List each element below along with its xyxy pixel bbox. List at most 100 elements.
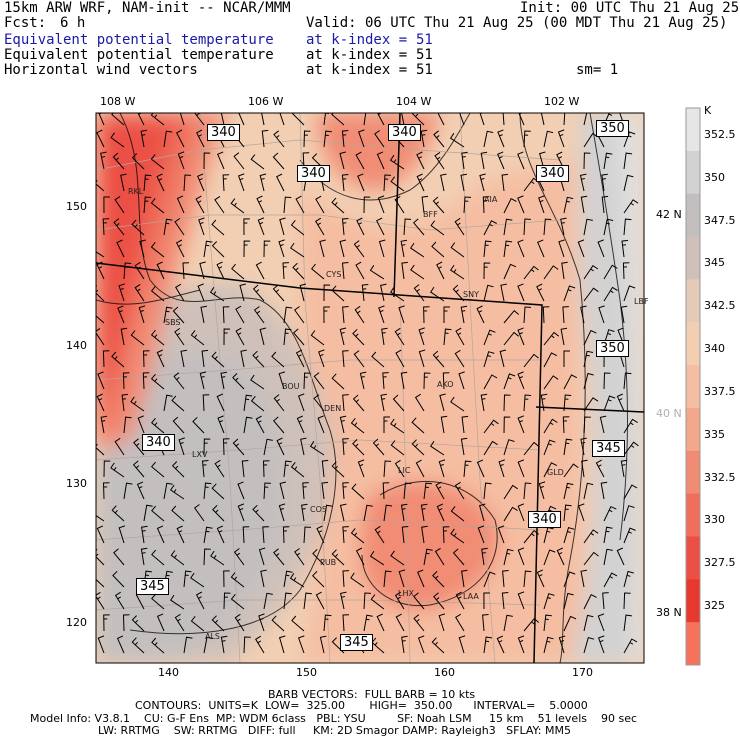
colorbar-swatch: [686, 579, 700, 623]
wind-barb: [603, 526, 613, 544]
grid-y-label: 150: [66, 200, 87, 213]
wind-barb: [203, 548, 211, 566]
wind-barb: [183, 636, 193, 654]
colorbar-frame: [685, 107, 701, 666]
wind-barb: [342, 526, 349, 544]
wind-barb: [217, 151, 225, 170]
wind-barb: [583, 614, 594, 632]
station-den: DEN: [324, 404, 342, 413]
wind-barb: [395, 349, 405, 368]
wind-barb: [183, 174, 192, 192]
wind-barb: [413, 614, 425, 632]
contour-label: 345: [592, 440, 625, 457]
wind-barb: [431, 241, 445, 258]
wind-barb: [196, 129, 205, 148]
wind-barb: [353, 350, 365, 368]
colorbar-swatch: [686, 279, 700, 323]
wind-barb: [563, 482, 574, 500]
wind-barb: [523, 570, 532, 588]
wind-barb: [216, 261, 225, 280]
wind-barb: [255, 261, 265, 280]
wind-barb: [383, 570, 392, 588]
wind-barb: [120, 173, 127, 192]
wind-barb: [603, 572, 618, 588]
colorbar-tick-label: 350: [704, 170, 725, 184]
wind-barb: [563, 526, 575, 544]
wind-barb: [303, 526, 312, 544]
wind-barb: [411, 439, 425, 456]
wind-barb: [198, 217, 205, 236]
wind-barb: [163, 394, 173, 412]
wind-barb: [278, 503, 286, 522]
wind-barb: [142, 372, 150, 390]
wind-barb: [231, 263, 245, 280]
wind-barb: [271, 351, 285, 368]
wind-barb: [394, 591, 405, 610]
wind-barb: [442, 372, 450, 390]
wind-barb: [237, 481, 245, 500]
station-aia: AIA: [484, 195, 498, 204]
wind-barb: [138, 305, 146, 324]
station-lbf: LBF: [634, 297, 649, 306]
wind-barb: [561, 261, 568, 280]
wind-barb: [599, 415, 607, 434]
wind-barb: [538, 481, 546, 500]
wind-barb: [483, 329, 496, 346]
wind-barb: [400, 503, 408, 522]
wind-barb: [131, 219, 145, 236]
wind-barb: [623, 638, 638, 654]
wind-barb: [290, 242, 305, 258]
wind-barb: [436, 503, 445, 522]
wind-barb: [235, 305, 245, 324]
wind-barbs: [96, 113, 639, 654]
wind-barb: [503, 240, 513, 258]
wind-barb: [151, 637, 165, 654]
wind-barb: [303, 592, 312, 610]
wind-barb: [97, 371, 105, 390]
wind-barb: [175, 283, 185, 302]
wind-barb: [603, 329, 615, 346]
wind-barb: [203, 438, 211, 456]
wind-barb: [421, 525, 428, 544]
wind-barb: [271, 615, 285, 632]
wind-barb: [250, 374, 265, 390]
wind-barb: [483, 130, 494, 148]
wind-barb: [503, 218, 513, 236]
wind-barb: [543, 418, 558, 434]
wind-barb: [150, 154, 165, 170]
wind-barb: [136, 481, 145, 500]
wind-barb: [203, 152, 211, 170]
wind-barb: [414, 393, 425, 412]
wind-barb: [543, 593, 555, 610]
station-rkl: RKL: [128, 187, 144, 196]
wind-barb: [239, 283, 246, 302]
wind-barb: [200, 305, 207, 324]
wind-barb: [503, 263, 517, 280]
contour-label: 340: [388, 124, 421, 141]
wind-barb: [543, 375, 559, 390]
wind-barb: [416, 151, 425, 170]
wind-barb: [297, 635, 305, 654]
wind-barb: [500, 283, 507, 302]
colorbar-tick-label: 332.5: [704, 470, 736, 484]
wind-barb: [563, 615, 577, 632]
wind-barb: [96, 393, 105, 412]
wind-barb: [483, 374, 498, 390]
wind-barb: [483, 351, 495, 368]
wind-barb: [289, 573, 305, 588]
model-title: 15km ARW WRF, NAM-init -- NCAR/MMM: [4, 0, 291, 16]
wind-barb: [230, 572, 245, 588]
wind-barb: [194, 113, 205, 126]
wind-barb: [603, 505, 617, 522]
wind-barb: [623, 285, 636, 302]
wind-barb: [361, 284, 369, 302]
colorbar-swatch: [686, 493, 700, 537]
wind-barb: [242, 526, 250, 544]
wind-barb: [623, 372, 632, 390]
wind-barb: [303, 372, 311, 390]
wind-barb: [123, 262, 132, 280]
wind-barb: [423, 482, 432, 500]
station-bff: BFF: [423, 210, 438, 219]
wind-barb: [170, 484, 185, 500]
wind-barb: [377, 195, 385, 214]
